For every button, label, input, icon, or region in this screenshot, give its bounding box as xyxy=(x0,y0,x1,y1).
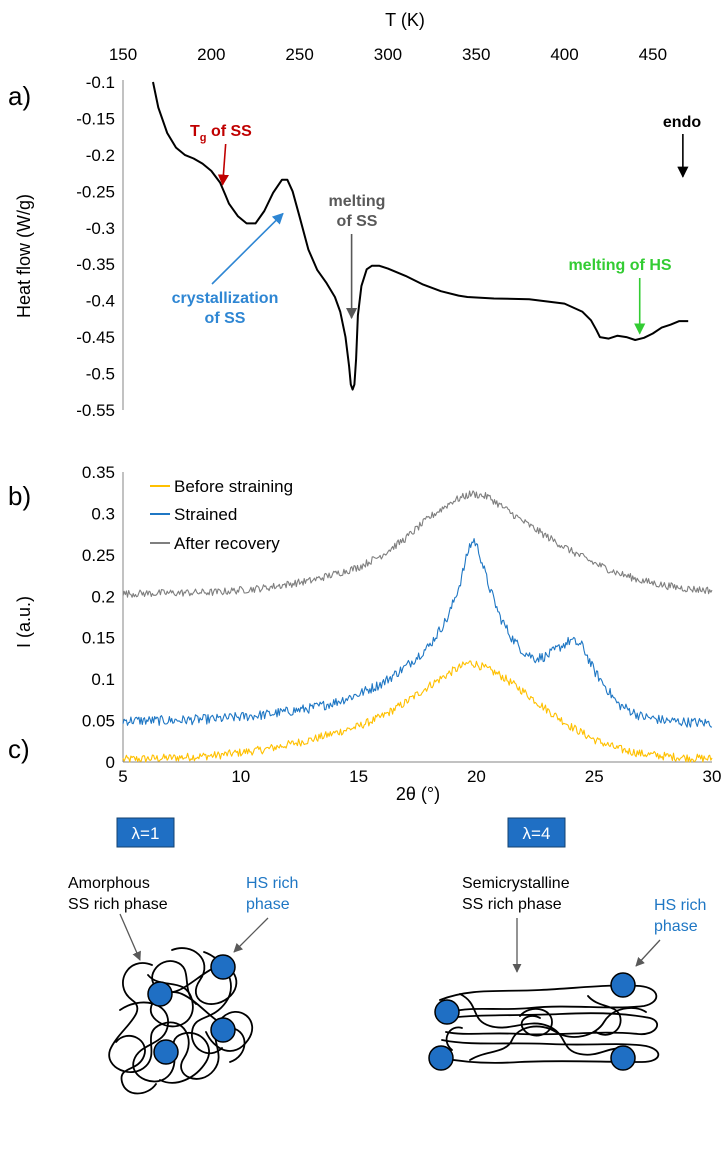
dsc-curve xyxy=(152,81,689,391)
crystallization-annotation: crystallization xyxy=(172,290,279,307)
panel-label-a: a) xyxy=(8,81,31,111)
lambda-4-badge xyxy=(507,817,566,848)
hs-domain-left-4 xyxy=(153,1039,179,1065)
xrd-y-tick-label: 0.05 xyxy=(82,712,115,731)
endo-annotation: endo xyxy=(663,114,701,131)
legend-label-0: Before straining xyxy=(174,477,293,496)
dsc-chart: T (K) Heat flow (W/g) -0.1 -0.15 -0.2 -0.25… xyxy=(14,10,701,420)
melting-hs-annotation: melting of HS xyxy=(568,257,671,274)
xrd-x-tick-label: 25 xyxy=(585,767,604,786)
xrd-y-tick-label: 0 xyxy=(106,753,115,772)
dsc-y-axis-title: Heat flow (W/g) xyxy=(14,194,34,318)
lambda-1-badge xyxy=(116,817,175,848)
left-ss-pointer-arrow xyxy=(119,913,141,961)
dsc-x-tick-label: 450 xyxy=(639,45,667,64)
dsc-x-tick-label: 350 xyxy=(462,45,490,64)
dsc-x-tick-label: 300 xyxy=(374,45,402,64)
hs-domain-left-1 xyxy=(210,954,236,980)
xrd-y-tick-label: 0.35 xyxy=(82,463,115,482)
left-hs-label-line1: HS rich xyxy=(246,875,298,892)
dsc-y-tick-label: -0.25 xyxy=(76,182,115,201)
hs-domain-left-2 xyxy=(147,981,173,1007)
xrd-series xyxy=(122,490,713,763)
right-ss-label-line1: Semicrystalline xyxy=(462,875,570,892)
dsc-y-tick-label: -0.1 xyxy=(86,73,115,92)
morphology-schematic: λ=1 λ=4 Amorphous SS rich phase HS rich … xyxy=(68,817,706,1095)
dsc-y-tick-label: -0.2 xyxy=(86,146,115,165)
right-ss-label-line2: SS rich phase xyxy=(462,896,562,913)
xrd-y-tick-label: 0.25 xyxy=(82,546,115,565)
hs-domain-left-3 xyxy=(210,1017,236,1043)
xrd-series-1 xyxy=(122,538,713,728)
dsc-annotations: Tg of SS crystallization of SS melting of SS… xyxy=(172,114,701,335)
right-hs-label-line2: phase xyxy=(654,918,698,935)
dsc-y-tick-label: -0.55 xyxy=(76,401,115,420)
xrd-legend: Before straining Strained After recovery xyxy=(150,477,293,553)
legend-label-2: After recovery xyxy=(174,534,280,553)
lambda-1-label: λ=1 xyxy=(132,824,160,843)
dsc-y-tick-label: -0.4 xyxy=(86,292,115,311)
semicrystalline-chain-bundle xyxy=(439,984,660,1064)
xrd-y-axis-title: I (a.u.) xyxy=(14,596,34,648)
lambda-4-label: λ=4 xyxy=(523,824,551,843)
left-ss-label-line1: Amorphous xyxy=(68,875,150,892)
tg-arrow xyxy=(217,143,229,186)
dsc-axes: -0.1 -0.15 -0.2 -0.25 -0.3 -0.35 -0.4 -0.45 -0.5… xyxy=(76,45,667,420)
left-hs-pointer-arrow xyxy=(233,917,269,953)
hs-domain-right-3 xyxy=(428,1045,454,1071)
xrd-y-tick-label: 0.15 xyxy=(82,629,115,648)
xrd-x-tick-label: 5 xyxy=(118,767,127,786)
xrd-series-0 xyxy=(122,660,713,763)
left-hs-label-line2: phase xyxy=(246,896,290,913)
xrd-x-tick-label: 10 xyxy=(231,767,250,786)
dsc-y-tick-label: -0.3 xyxy=(86,219,115,238)
dsc-y-tick-label: -0.35 xyxy=(76,255,115,274)
left-ss-label-line2: SS rich phase xyxy=(68,896,168,913)
xrd-y-tick-label: 0.1 xyxy=(91,670,115,689)
xrd-x-axis-title: 2θ (°) xyxy=(396,784,440,804)
panel-label-c: c) xyxy=(8,734,30,764)
dsc-x-tick-label: 250 xyxy=(285,45,313,64)
dsc-x-tick-label: 200 xyxy=(197,45,225,64)
xrd-x-tick-label: 15 xyxy=(349,767,368,786)
dsc-y-tick-label: -0.15 xyxy=(76,109,115,128)
xrd-y-tick-label: 0.2 xyxy=(91,587,115,606)
hs-domain-right-2 xyxy=(610,972,636,998)
xrd-axes: 0 0.05 0.1 0.15 0.2 0.25 0.3 0.35 5 10 15 20 25 30 xyxy=(82,463,722,786)
xrd-series-2 xyxy=(122,490,713,598)
xrd-x-tick-label: 20 xyxy=(467,767,486,786)
xrd-chart: 2θ (°) I (a.u.) 0 0.05 0.1 0.15 0.2 0.25 0.3 0.… xyxy=(14,463,721,804)
crystallization-annotation-line2: of SS xyxy=(205,310,246,327)
right-hs-label-line1: HS rich xyxy=(654,897,706,914)
legend-label-1: Strained xyxy=(174,505,237,524)
melting-ss-annotation: melting xyxy=(329,193,386,210)
dsc-y-tick-label: -0.45 xyxy=(76,328,115,347)
dsc-y-tick-label: -0.5 xyxy=(86,365,115,384)
crystallization-arrow xyxy=(211,212,284,285)
dsc-x-tick-label: 150 xyxy=(109,45,137,64)
dsc-x-tick-label: 400 xyxy=(550,45,578,64)
dsc-x-axis-title: T (K) xyxy=(385,10,425,30)
panel-label-b: b) xyxy=(8,481,31,511)
xrd-x-tick-label: 30 xyxy=(703,767,722,786)
hs-domain-right-4 xyxy=(610,1045,636,1071)
dsc-series xyxy=(152,81,689,391)
tg-annotation: Tg of SS xyxy=(190,123,252,144)
xrd-y-tick-label: 0.3 xyxy=(91,504,115,523)
right-hs-pointer-arrow xyxy=(635,939,661,967)
hs-domain-right-1 xyxy=(434,999,460,1025)
melting-ss-annotation-line2: of SS xyxy=(337,213,378,230)
